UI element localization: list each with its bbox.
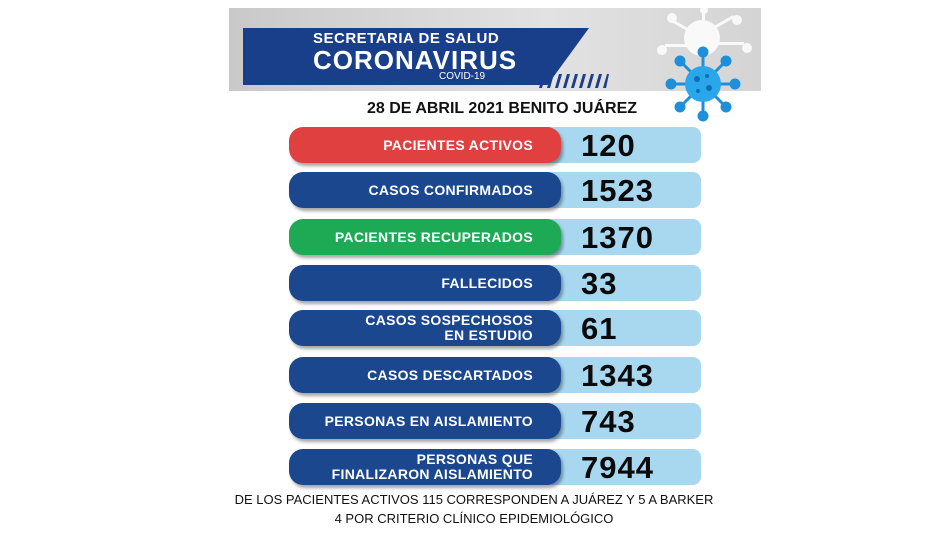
header-title: SECRETARIA DE SALUD xyxy=(313,30,500,47)
stat-label-line: PACIENTES ACTIVOS xyxy=(383,136,533,153)
stat-value: 33 xyxy=(581,266,618,301)
stat-label-line: CASOS DESCARTADOS xyxy=(367,366,533,383)
stat-label-box: PERSONAS EN AISLAMIENTO xyxy=(289,403,561,439)
stat-label-line: FALLECIDOS xyxy=(441,274,533,291)
stat-label-box: CASOS SOSPECHOSOS EN ESTUDIO xyxy=(289,310,561,346)
coronavirus-icon xyxy=(665,46,741,122)
stat-label-box: FALLECIDOS xyxy=(289,265,561,301)
stripes-decoration xyxy=(539,74,609,88)
stat-label-box: PACIENTES RECUPERADOS xyxy=(289,219,561,255)
stat-value: 1343 xyxy=(581,358,654,393)
stat-label-line: CASOS SOSPECHOSOS xyxy=(365,312,533,328)
stat-value: 1370 xyxy=(581,220,654,255)
stat-label-line: CASOS CONFIRMADOS xyxy=(368,181,533,198)
stat-value: 120 xyxy=(581,128,636,163)
stat-row: FALLECIDOS 33 xyxy=(289,265,701,301)
stat-label: FALLECIDOS xyxy=(441,265,533,301)
stat-row: PACIENTES RECUPERADOS 1370 xyxy=(289,219,701,255)
header-banner: SECRETARIA DE SALUD CORONAVIRUS COVID-19 xyxy=(243,28,589,85)
stat-label: PACIENTES RECUPERADOS xyxy=(335,219,533,255)
stat-row: PERSONAS EN AISLAMIENTO 743 xyxy=(289,403,701,439)
date-location: 28 DE ABRIL 2021 BENITO JUÁREZ xyxy=(367,100,638,117)
stat-label: PERSONAS QUE FINALIZARON AISLAMIENTO xyxy=(332,449,533,485)
stat-value: 743 xyxy=(581,404,636,439)
stat-label-line: PACIENTES RECUPERADOS xyxy=(334,228,533,245)
stat-label: PERSONAS EN AISLAMIENTO xyxy=(325,403,533,439)
virus-background-icon xyxy=(657,8,752,56)
stat-value: 61 xyxy=(581,311,618,346)
stat-label-line: FINALIZARON AISLAMIENTO xyxy=(331,466,533,482)
stat-value: 7944 xyxy=(581,450,654,485)
stat-label-box: CASOS DESCARTADOS xyxy=(289,357,561,393)
stat-value: 1523 xyxy=(581,173,654,208)
header-tag: COVID-19 xyxy=(439,71,486,82)
header-subtitle: CORONAVIRUS xyxy=(313,45,518,75)
stat-label: CASOS CONFIRMADOS xyxy=(368,172,533,208)
stat-label: PACIENTES ACTIVOS xyxy=(383,127,533,163)
stat-row: CASOS SOSPECHOSOS EN ESTUDIO 61 xyxy=(289,310,701,346)
footer-note-2: 4 POR CRITERIO CLÍNICO EPIDEMIOLÓGICO xyxy=(334,511,614,526)
stat-row: CASOS DESCARTADOS 1343 xyxy=(289,357,701,393)
stat-row: CASOS CONFIRMADOS 1523 xyxy=(289,172,701,208)
stat-label-line: PERSONAS EN AISLAMIENTO xyxy=(324,412,533,429)
stat-label-line: EN ESTUDIO xyxy=(444,327,533,343)
footer-note-1: DE LOS PACIENTES ACTIVOS 115 CORRESPONDE… xyxy=(234,492,714,507)
stat-row: PERSONAS QUE FINALIZARON AISLAMIENTO 7944 xyxy=(289,449,701,485)
stat-label: CASOS SOSPECHOSOS EN ESTUDIO xyxy=(365,310,533,346)
stat-label-box: PACIENTES ACTIVOS xyxy=(289,127,561,163)
stat-row: PACIENTES ACTIVOS 120 xyxy=(289,127,701,163)
stat-label-line: PERSONAS QUE xyxy=(416,451,533,467)
stat-label-box: CASOS CONFIRMADOS xyxy=(289,172,561,208)
stat-label: CASOS DESCARTADOS xyxy=(367,357,533,393)
stat-label-box: PERSONAS QUE FINALIZARON AISLAMIENTO xyxy=(289,449,561,485)
